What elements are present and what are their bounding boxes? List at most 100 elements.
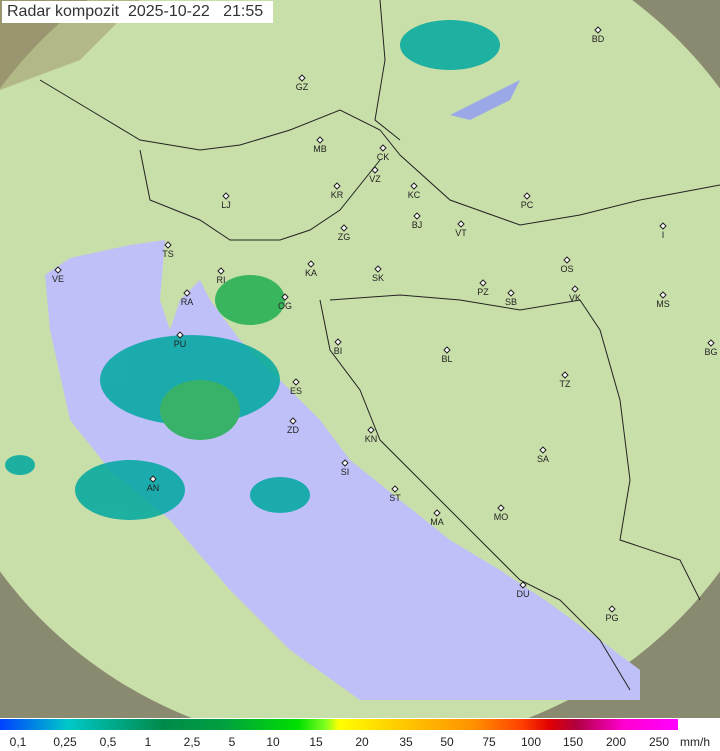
city-label: KA bbox=[305, 268, 317, 278]
diamond-icon bbox=[183, 289, 191, 297]
scale-tick: 0,5 bbox=[99, 735, 117, 749]
diamond-icon bbox=[54, 266, 62, 274]
city-marker[interactable]: BG bbox=[704, 339, 718, 357]
diamond-icon bbox=[507, 289, 515, 297]
city-label: RI bbox=[217, 275, 226, 285]
city-marker[interactable]: GZ bbox=[296, 74, 309, 92]
diamond-icon bbox=[410, 182, 418, 190]
city-label: KC bbox=[408, 190, 421, 200]
city-label: VK bbox=[569, 293, 581, 303]
precipitation-color-scale bbox=[0, 719, 678, 730]
diamond-icon bbox=[149, 475, 157, 483]
city-label: ES bbox=[290, 386, 302, 396]
city-label: BD bbox=[592, 34, 605, 44]
diamond-icon bbox=[367, 426, 375, 434]
city-label: VE bbox=[52, 274, 64, 284]
city-marker[interactable]: SA bbox=[537, 446, 549, 464]
radar-echoes bbox=[5, 20, 500, 520]
city-marker[interactable]: OG bbox=[278, 293, 292, 311]
city-label: BI bbox=[334, 346, 343, 356]
city-label: ZD bbox=[287, 425, 299, 435]
city-marker[interactable]: KN bbox=[365, 426, 378, 444]
diamond-icon bbox=[707, 339, 715, 347]
scale-tick: 200 bbox=[605, 735, 627, 749]
city-marker[interactable]: I bbox=[659, 222, 667, 240]
city-marker[interactable]: PU bbox=[174, 331, 187, 349]
radar-coverage bbox=[0, 0, 720, 718]
diamond-icon bbox=[519, 581, 527, 589]
city-marker[interactable]: VK bbox=[569, 285, 581, 303]
diamond-icon bbox=[561, 371, 569, 379]
diamond-icon bbox=[457, 220, 465, 228]
diamond-icon bbox=[523, 192, 531, 200]
city-marker[interactable]: PG bbox=[605, 605, 619, 623]
city-label: MB bbox=[313, 144, 327, 154]
scale-tick: 250 bbox=[648, 735, 670, 749]
city-marker[interactable]: CK bbox=[377, 144, 390, 162]
city-marker[interactable]: ES bbox=[290, 378, 302, 396]
city-label: SA bbox=[537, 454, 549, 464]
city-marker[interactable]: ZG bbox=[338, 224, 351, 242]
diamond-icon bbox=[222, 192, 230, 200]
city-marker[interactable]: RI bbox=[217, 267, 226, 285]
city-label: BG bbox=[704, 347, 717, 357]
city-label: SB bbox=[505, 297, 517, 307]
city-marker[interactable]: VZ bbox=[369, 166, 381, 184]
diamond-icon bbox=[497, 504, 505, 512]
diamond-icon bbox=[571, 285, 579, 293]
city-marker[interactable]: KR bbox=[331, 182, 344, 200]
city-label: GZ bbox=[296, 82, 309, 92]
city-label: I bbox=[662, 230, 665, 240]
city-marker[interactable]: ST bbox=[389, 485, 401, 503]
city-marker[interactable]: TZ bbox=[560, 371, 571, 389]
diamond-icon bbox=[539, 446, 547, 454]
city-marker[interactable]: VT bbox=[455, 220, 467, 238]
city-marker[interactable]: AN bbox=[147, 475, 160, 493]
city-marker[interactable]: TS bbox=[162, 241, 174, 259]
city-label: PG bbox=[605, 613, 618, 623]
city-label: ZG bbox=[338, 232, 351, 242]
city-label: BL bbox=[441, 354, 452, 364]
scale-tick: 10 bbox=[266, 735, 280, 749]
city-marker[interactable]: MA bbox=[430, 509, 444, 527]
city-label: OS bbox=[560, 264, 573, 274]
city-marker[interactable]: MS bbox=[656, 291, 670, 309]
city-marker[interactable]: BJ bbox=[412, 212, 423, 230]
city-marker[interactable]: BD bbox=[592, 26, 605, 44]
city-marker[interactable]: PZ bbox=[477, 279, 489, 297]
scale-tick: 0,1 bbox=[9, 735, 27, 749]
city-marker[interactable]: SB bbox=[505, 289, 517, 307]
city-marker[interactable]: SI bbox=[341, 459, 350, 477]
city-marker[interactable]: OS bbox=[560, 256, 574, 274]
city-label: ST bbox=[389, 493, 401, 503]
lake-balaton bbox=[450, 80, 520, 120]
diamond-icon bbox=[281, 293, 289, 301]
city-marker[interactable]: LJ bbox=[221, 192, 231, 210]
diamond-icon bbox=[333, 182, 341, 190]
city-marker[interactable]: RA bbox=[181, 289, 194, 307]
diamond-icon bbox=[289, 417, 297, 425]
city-label: RA bbox=[181, 297, 194, 307]
scale-tick: 15 bbox=[309, 735, 323, 749]
scale-tick: 5 bbox=[228, 735, 236, 749]
city-marker[interactable]: BL bbox=[441, 346, 453, 364]
city-marker[interactable]: KC bbox=[408, 182, 421, 200]
city-marker[interactable]: ZD bbox=[287, 417, 299, 435]
city-marker[interactable]: VE bbox=[52, 266, 64, 284]
city-marker[interactable]: KA bbox=[305, 260, 317, 278]
city-label: TS bbox=[162, 249, 174, 259]
city-label: KN bbox=[365, 434, 378, 444]
city-marker[interactable]: BI bbox=[334, 338, 343, 356]
city-marker[interactable]: MO bbox=[494, 504, 509, 522]
diamond-icon bbox=[217, 267, 225, 275]
city-marker[interactable]: SK bbox=[372, 265, 384, 283]
city-marker[interactable]: PC bbox=[521, 192, 534, 210]
city-label: DU bbox=[517, 589, 530, 599]
scale-unit: mm/h bbox=[680, 735, 710, 749]
diamond-icon bbox=[608, 605, 616, 613]
scale-tick: 35 bbox=[399, 735, 413, 749]
scale-tick: 150 bbox=[562, 735, 584, 749]
city-marker[interactable]: DU bbox=[517, 581, 530, 599]
radar-map[interactable]: BD GZ MB CK VZ KR KC PC LJ ZG BJ VT I TS VE RI KA SK OS RA O… bbox=[0, 0, 720, 718]
city-marker[interactable]: MB bbox=[313, 136, 327, 154]
